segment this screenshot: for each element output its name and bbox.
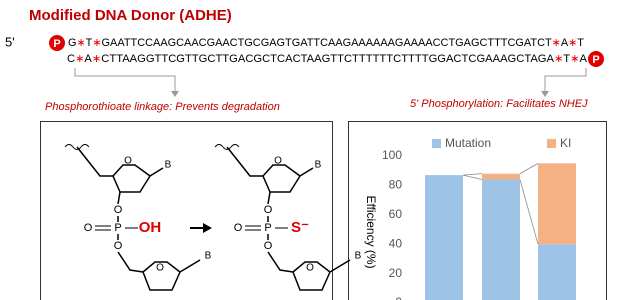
bar <box>538 163 576 245</box>
bracket <box>74 68 176 93</box>
legend-label: KI <box>560 136 571 150</box>
atom-label: S⁻ <box>291 219 309 236</box>
y-axis-label: Efficiency (%) <box>364 195 378 268</box>
bar <box>538 244 576 300</box>
phosphate-label: P <box>592 54 599 66</box>
panel <box>40 121 333 300</box>
ring <box>262 164 302 193</box>
atom-label: O <box>274 156 282 167</box>
atom-label: P <box>264 222 271 234</box>
series-connector <box>519 179 539 245</box>
series-connector <box>519 163 539 174</box>
atom-label: B <box>355 251 362 262</box>
atom-label: O <box>124 156 132 167</box>
bracket <box>544 68 587 93</box>
bond <box>329 259 351 273</box>
y-tick-label: 60 <box>389 207 403 221</box>
annotation: Phosphorothioate linkage: Prevents degra… <box>45 101 280 113</box>
bond <box>117 191 121 205</box>
y-tick-label: 80 <box>389 178 403 192</box>
legend-swatch <box>547 139 556 148</box>
phosphate-circle <box>49 35 65 51</box>
bottom-strand: C∗A∗CTTAAGGTTCGTTGCTTGACGCTCACTAAGTTCTTT… <box>67 53 588 65</box>
atom-label: P <box>114 222 121 234</box>
atom-label: O <box>264 204 273 216</box>
bar <box>425 175 463 300</box>
y-tick-label: 100 <box>382 148 402 162</box>
atom-label: O <box>84 222 93 234</box>
phosphate-label: P <box>53 38 60 50</box>
atom-label: O <box>306 263 314 274</box>
legend-swatch <box>432 139 441 148</box>
phosphate-circle <box>588 51 604 67</box>
bond <box>76 146 113 177</box>
arrowhead <box>171 91 179 97</box>
ring <box>112 164 152 193</box>
panel <box>348 121 607 300</box>
bar <box>482 179 520 300</box>
wavy-bond <box>64 144 90 150</box>
atom-label: O <box>264 240 273 252</box>
bond <box>267 191 271 205</box>
atom-label: OH <box>139 219 162 236</box>
atom-label: O <box>234 222 243 234</box>
atom-label: O <box>114 240 123 252</box>
wavy-bond <box>214 144 240 150</box>
y-tick-label: 20 <box>389 266 403 280</box>
series-connector <box>462 174 483 180</box>
y-tick-label: 0 <box>395 295 402 300</box>
prime-label: 5' <box>5 34 15 49</box>
atom-label: B <box>315 160 322 171</box>
series-connector <box>462 173 483 176</box>
annotation: 5' Phosphorylation: Facilitates NHEJ <box>410 98 588 110</box>
bond <box>299 167 314 177</box>
y-tick-label: 40 <box>389 236 403 250</box>
top-strand: G∗T∗GAATTCCAAGCAACGAACTGCGAGTGATTCAAGAAA… <box>68 37 584 49</box>
arrowhead <box>541 91 549 97</box>
title: Modified DNA Donor (ADHE) <box>29 7 232 24</box>
bond <box>267 251 294 273</box>
atom-label: B <box>165 160 172 171</box>
atom-label: O <box>114 204 123 216</box>
atom-label: O <box>156 263 164 274</box>
bar <box>482 173 520 180</box>
bond <box>149 167 164 177</box>
legend-label: Mutation <box>445 136 491 150</box>
atom-label: B <box>205 251 212 262</box>
bond <box>179 259 201 273</box>
bond <box>226 146 263 177</box>
arrowhead <box>203 223 212 233</box>
bond <box>117 251 144 273</box>
